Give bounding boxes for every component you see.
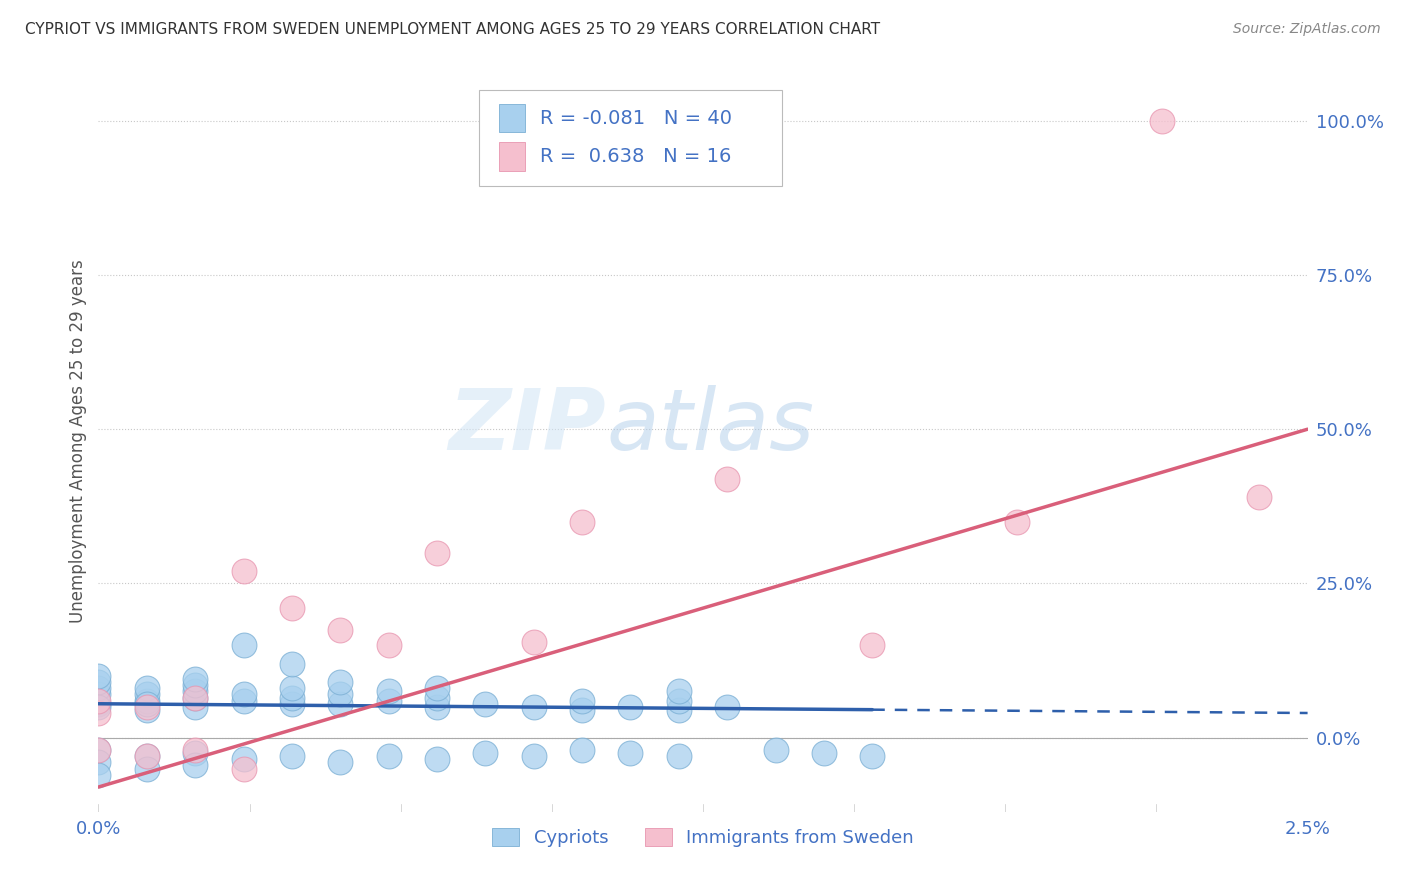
Point <box>571 515 593 529</box>
Point <box>232 638 254 652</box>
Legend: Cypriots, Immigrants from Sweden: Cypriots, Immigrants from Sweden <box>485 821 921 855</box>
Point <box>281 697 304 711</box>
Point <box>426 546 449 560</box>
Point <box>135 681 157 696</box>
Point <box>668 694 690 708</box>
Point <box>426 699 449 714</box>
Point <box>1152 113 1174 128</box>
Point <box>184 678 207 692</box>
Point <box>281 657 304 671</box>
Point <box>87 681 110 696</box>
Point <box>329 688 352 702</box>
Point <box>716 699 738 714</box>
Point <box>860 749 883 764</box>
Point <box>184 690 207 705</box>
Point <box>184 699 207 714</box>
Point <box>87 669 110 683</box>
Point <box>1007 515 1029 529</box>
Point <box>765 743 787 757</box>
Point <box>668 703 690 717</box>
Point <box>426 681 449 696</box>
Point <box>232 694 254 708</box>
FancyBboxPatch shape <box>479 90 782 186</box>
Point <box>87 699 110 714</box>
Point <box>232 564 254 578</box>
Point <box>329 697 352 711</box>
Point <box>87 675 110 690</box>
Point <box>87 697 110 711</box>
Point <box>87 756 110 770</box>
Point <box>813 746 835 760</box>
Point <box>377 684 399 698</box>
Point <box>571 743 593 757</box>
Point <box>571 703 593 717</box>
Text: Source: ZipAtlas.com: Source: ZipAtlas.com <box>1233 22 1381 37</box>
Bar <box>499 104 526 132</box>
Point <box>87 706 110 720</box>
Text: R = -0.081   N = 40: R = -0.081 N = 40 <box>540 109 731 128</box>
Point <box>377 638 399 652</box>
Point <box>281 601 304 615</box>
Point <box>135 688 157 702</box>
Point <box>426 752 449 766</box>
Point <box>135 749 157 764</box>
Point <box>135 749 157 764</box>
Point <box>135 762 157 776</box>
Point <box>523 699 546 714</box>
Bar <box>499 143 526 170</box>
Point <box>232 752 254 766</box>
Point <box>87 743 110 757</box>
Point <box>619 746 641 760</box>
Point <box>329 756 352 770</box>
Point <box>1249 490 1271 504</box>
Point <box>281 681 304 696</box>
Point <box>668 684 690 698</box>
Point <box>619 699 641 714</box>
Point <box>135 703 157 717</box>
Text: CYPRIOT VS IMMIGRANTS FROM SWEDEN UNEMPLOYMENT AMONG AGES 25 TO 29 YEARS CORRELA: CYPRIOT VS IMMIGRANTS FROM SWEDEN UNEMPL… <box>25 22 880 37</box>
Text: ZIP: ZIP <box>449 385 606 468</box>
Point <box>281 690 304 705</box>
Point <box>184 758 207 772</box>
Point <box>377 749 399 764</box>
Point <box>87 694 110 708</box>
Point <box>135 694 157 708</box>
Point <box>87 688 110 702</box>
Point <box>716 472 738 486</box>
Point <box>523 635 546 649</box>
Point <box>860 638 883 652</box>
Point <box>571 694 593 708</box>
Point <box>426 690 449 705</box>
Point <box>184 672 207 686</box>
Point <box>87 767 110 781</box>
Point <box>377 694 399 708</box>
Point <box>281 749 304 764</box>
Point <box>329 623 352 637</box>
Point <box>232 688 254 702</box>
Text: atlas: atlas <box>606 385 814 468</box>
Point <box>87 743 110 757</box>
Point <box>135 697 157 711</box>
Point <box>523 749 546 764</box>
Point <box>232 762 254 776</box>
Point <box>184 690 207 705</box>
Point <box>474 697 496 711</box>
Point <box>184 743 207 757</box>
Point <box>184 684 207 698</box>
Point <box>184 746 207 760</box>
Y-axis label: Unemployment Among Ages 25 to 29 years: Unemployment Among Ages 25 to 29 years <box>69 260 87 624</box>
Point <box>329 675 352 690</box>
Point <box>474 746 496 760</box>
Point <box>135 699 157 714</box>
Text: R =  0.638   N = 16: R = 0.638 N = 16 <box>540 147 731 166</box>
Point <box>668 749 690 764</box>
